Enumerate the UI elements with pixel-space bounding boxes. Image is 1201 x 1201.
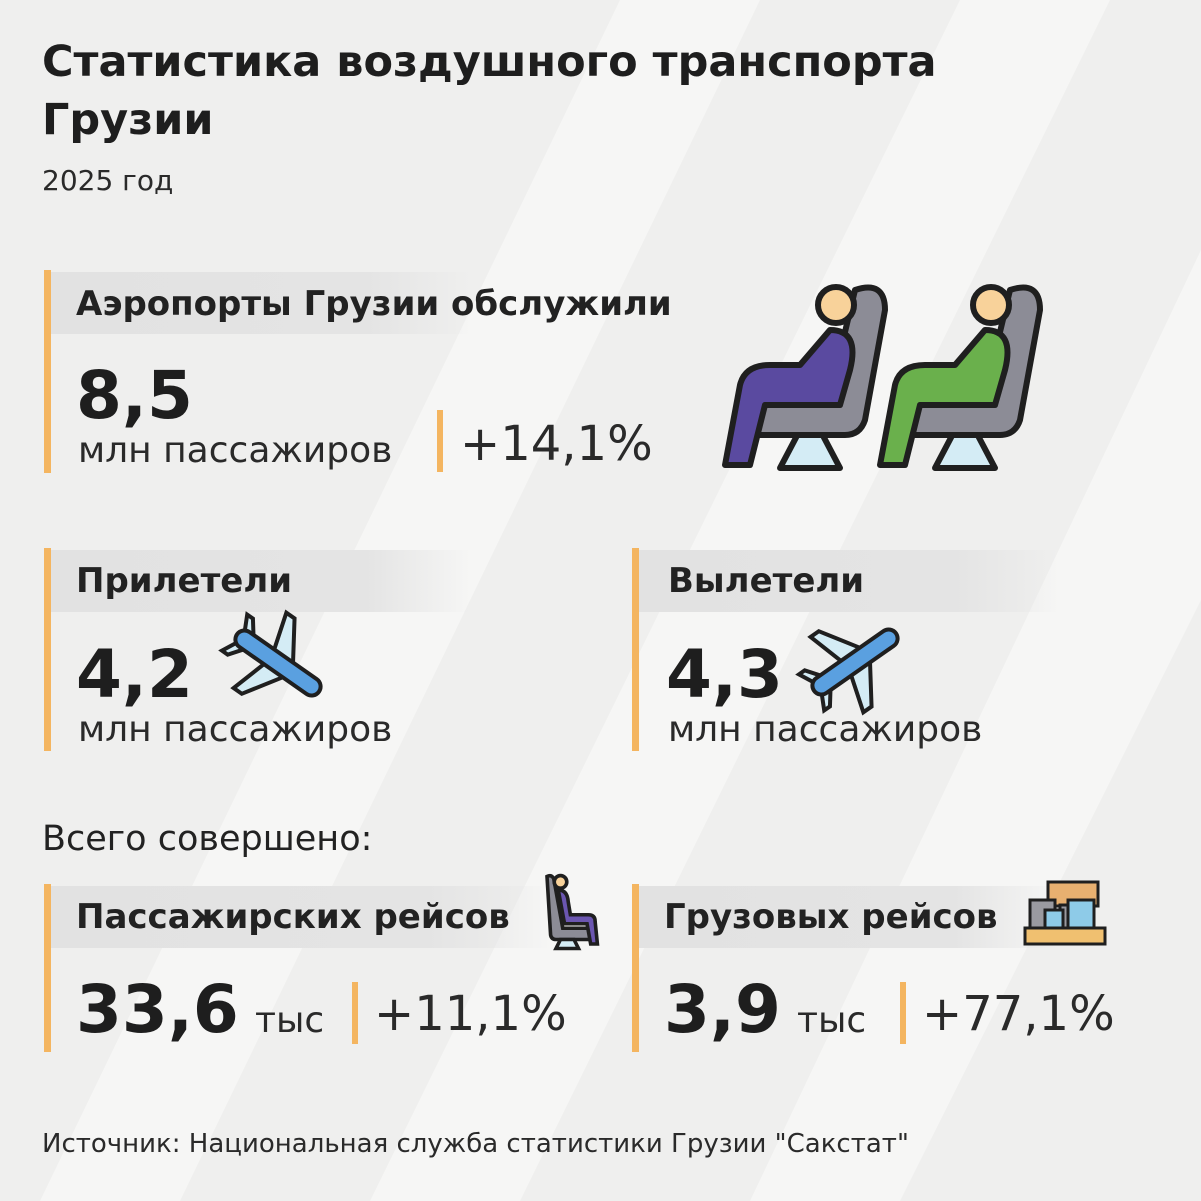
big-value: 4,3 <box>666 636 783 713</box>
cargo-icon <box>1023 880 1107 946</box>
plane-arrival-icon <box>218 609 323 698</box>
block-label: Грузовых рейсов <box>664 897 998 937</box>
unit: тыс <box>797 1000 866 1041</box>
label-background <box>51 886 551 948</box>
label-background <box>639 550 1059 612</box>
block-label: Пассажирских рейсов <box>76 897 510 937</box>
unit: млн пассажиров <box>78 430 392 471</box>
plane-departure-icon <box>795 627 900 716</box>
block-label: Прилетели <box>76 561 292 601</box>
big-value: 4,2 <box>76 636 193 713</box>
source: Источник: Национальная служба статистики… <box>42 1129 909 1159</box>
change: +14,1% <box>460 416 653 472</box>
accent-bar <box>632 884 639 1052</box>
label-background <box>639 886 1059 948</box>
accent-bar <box>437 410 443 472</box>
label-background <box>51 550 471 612</box>
label-background <box>51 272 471 334</box>
unit: тыс <box>255 1000 324 1041</box>
accent-bar <box>44 884 51 1052</box>
title-line: Статистика воздушного транспорта <box>42 37 937 87</box>
accent-bar <box>900 982 906 1044</box>
accent-bar <box>352 982 358 1044</box>
accent-bar <box>632 548 639 751</box>
big-value: 33,6 <box>76 971 239 1048</box>
change: +77,1% <box>922 986 1115 1042</box>
change: +11,1% <box>374 986 567 1042</box>
block-label: Вылетели <box>668 561 864 601</box>
unit: млн пассажиров <box>78 709 392 750</box>
accent-bar <box>44 548 51 751</box>
seat-icon <box>545 873 600 951</box>
subtitle: 2025 год <box>42 164 173 197</box>
big-value: 8,5 <box>76 357 193 434</box>
accent-bar <box>44 270 51 473</box>
unit: млн пассажиров <box>668 709 982 750</box>
big-value: 3,9 <box>664 971 781 1048</box>
section-heading: Всего совершено: <box>42 819 372 859</box>
seats-icon <box>722 284 1043 471</box>
block-label: Аэропорты Грузии обслужили <box>76 284 672 324</box>
title-line: Грузии <box>42 95 213 145</box>
